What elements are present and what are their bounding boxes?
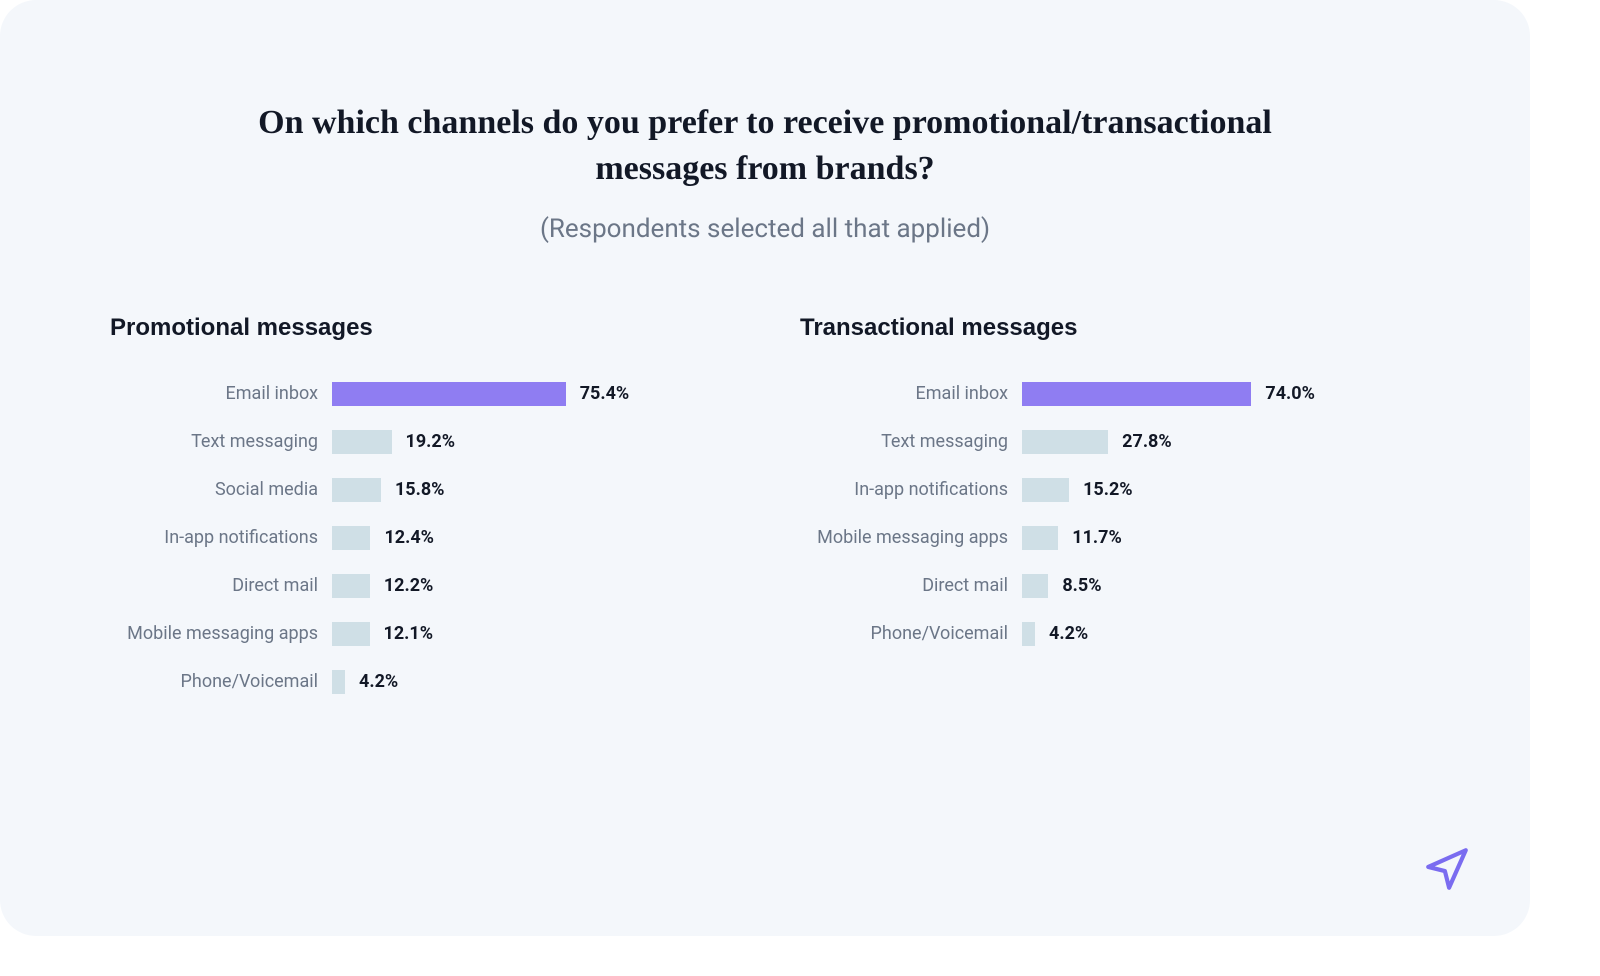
bar-row: Email inbox 75.4% — [110, 370, 730, 418]
bar-track: 15.8% — [332, 466, 730, 514]
bar-row: Phone/Voicemail 4.2% — [800, 610, 1420, 658]
bar-track: 12.1% — [332, 610, 730, 658]
bar-fill — [1022, 478, 1069, 502]
bar-fill — [332, 622, 370, 646]
bar-value: 12.2% — [384, 575, 434, 596]
bar-row: In-app notifications 15.2% — [800, 466, 1420, 514]
bar-row: Mobile messaging apps 11.7% — [800, 514, 1420, 562]
bar-chart-title: Transactional messages — [800, 314, 1420, 342]
bar-fill — [1022, 574, 1048, 598]
bar-track: 8.5% — [1022, 562, 1420, 610]
bar-value: 11.7% — [1072, 527, 1122, 548]
bar-row-label: Email inbox — [800, 383, 1022, 404]
bar-row-label: Social media — [110, 479, 332, 500]
bar-row: Email inbox 74.0% — [800, 370, 1420, 418]
bar-value: 4.2% — [1049, 623, 1088, 644]
bar-track: 27.8% — [1022, 418, 1420, 466]
chart-subtitle: (Respondents selected all that applied) — [110, 214, 1420, 244]
bar-fill — [332, 670, 345, 694]
bar-value: 74.0% — [1265, 383, 1315, 404]
bar-fill — [1022, 622, 1035, 646]
bar-fill — [1022, 382, 1251, 406]
bar-track: 4.2% — [1022, 610, 1420, 658]
bar-row: Mobile messaging apps 12.1% — [110, 610, 730, 658]
bar-value: 15.2% — [1083, 479, 1133, 500]
bar-value: 12.4% — [384, 527, 434, 548]
bar-track: 19.2% — [332, 418, 730, 466]
bar-row-label: Phone/Voicemail — [110, 671, 332, 692]
bar-row-label: Email inbox — [110, 383, 332, 404]
bar-fill — [332, 574, 370, 598]
bar-fill — [332, 478, 381, 502]
bar-row-label: Phone/Voicemail — [800, 623, 1022, 644]
bar-value: 15.8% — [395, 479, 445, 500]
bar-row-label: Direct mail — [110, 575, 332, 596]
bar-value: 19.2% — [406, 431, 456, 452]
charts-container: Promotional messages Email inbox 75.4% Text… — [110, 314, 1420, 706]
bar-track: 11.7% — [1022, 514, 1420, 562]
bar-value: 8.5% — [1062, 575, 1101, 596]
bar-row-label: Text messaging — [800, 431, 1022, 452]
bar-row: In-app notifications 12.4% — [110, 514, 730, 562]
bar-value: 27.8% — [1122, 431, 1172, 452]
bar-fill — [1022, 430, 1108, 454]
bar-value: 4.2% — [359, 671, 398, 692]
bar-fill — [332, 526, 370, 550]
bar-value: 75.4% — [580, 383, 630, 404]
bar-row-label: Mobile messaging apps — [800, 527, 1022, 548]
bar-value: 12.1% — [384, 623, 434, 644]
bar-row-label: In-app notifications — [800, 479, 1022, 500]
bar-fill — [332, 430, 392, 454]
bar-chart: Promotional messages Email inbox 75.4% Text… — [110, 314, 730, 706]
bar-fill — [1022, 526, 1058, 550]
bar-chart-title: Promotional messages — [110, 314, 730, 342]
bar-row: Direct mail 8.5% — [800, 562, 1420, 610]
bar-chart: Transactional messages Email inbox 74.0% Te… — [800, 314, 1420, 706]
bar-row: Text messaging 27.8% — [800, 418, 1420, 466]
chart-card: On which channels do you prefer to recei… — [0, 0, 1530, 936]
bar-row-label: Mobile messaging apps — [110, 623, 332, 644]
bar-track: 74.0% — [1022, 370, 1420, 418]
bar-track: 75.4% — [332, 370, 730, 418]
bar-track: 4.2% — [332, 658, 730, 706]
send-icon — [1422, 844, 1472, 894]
chart-title: On which channels do you prefer to recei… — [215, 100, 1315, 192]
bar-row: Social media 15.8% — [110, 466, 730, 514]
bar-track: 12.2% — [332, 562, 730, 610]
bar-row: Direct mail 12.2% — [110, 562, 730, 610]
bar-row-label: Direct mail — [800, 575, 1022, 596]
bar-row-label: Text messaging — [110, 431, 332, 452]
bar-row-label: In-app notifications — [110, 527, 332, 548]
bar-track: 15.2% — [1022, 466, 1420, 514]
bar-fill — [332, 382, 566, 406]
bar-row: Phone/Voicemail 4.2% — [110, 658, 730, 706]
bar-track: 12.4% — [332, 514, 730, 562]
bar-row: Text messaging 19.2% — [110, 418, 730, 466]
